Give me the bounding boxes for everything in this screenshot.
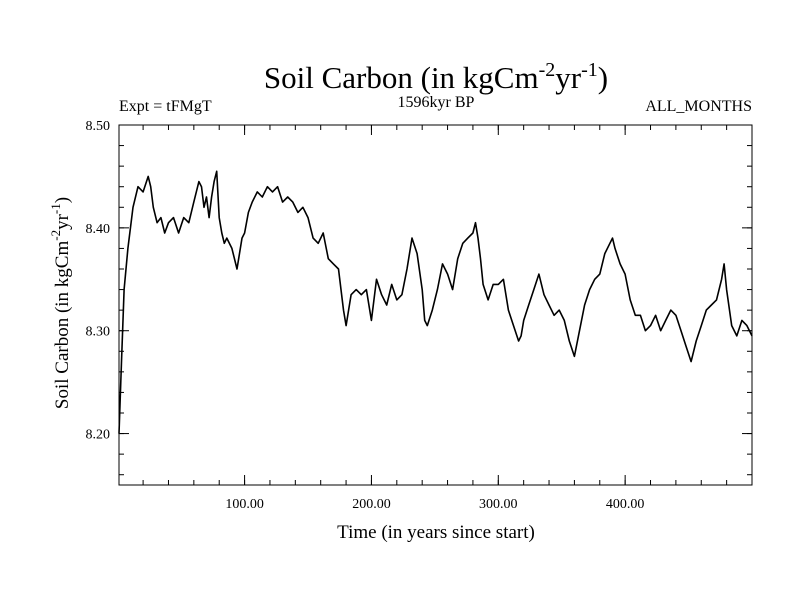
plot-frame	[118, 124, 753, 486]
months-label: ALL_MONTHS	[645, 98, 752, 115]
x-tick-label: 100.00	[225, 497, 264, 512]
x-tick-label: 300.00	[479, 497, 518, 512]
y-axis-label: Soil Carbon (in kgCm-2yr-1)	[48, 197, 73, 409]
axis-ticks	[119, 124, 752, 485]
x-tick-labels: 100.00 200.00 300.00 400.00	[225, 497, 644, 512]
experiment-label: Expt = tFMgT	[119, 98, 212, 115]
y-tick-label: 8.50	[86, 119, 111, 134]
x-axis-label: Time (in years since start)	[337, 522, 535, 543]
y-tick-label: 8.20	[86, 428, 111, 443]
x-tick-label: 200.00	[352, 497, 391, 512]
soil-carbon-line	[118, 170, 753, 434]
chart-title: Soil Carbon (in kgCm-2yr-1)	[264, 59, 608, 95]
x-tick-label: 400.00	[606, 497, 645, 512]
y-tick-labels: 8.20 8.30 8.40 8.50	[86, 119, 111, 443]
period-label: 1596kyr BP	[398, 94, 475, 111]
y-tick-label: 8.30	[86, 325, 111, 340]
y-tick-label: 8.40	[86, 222, 111, 237]
